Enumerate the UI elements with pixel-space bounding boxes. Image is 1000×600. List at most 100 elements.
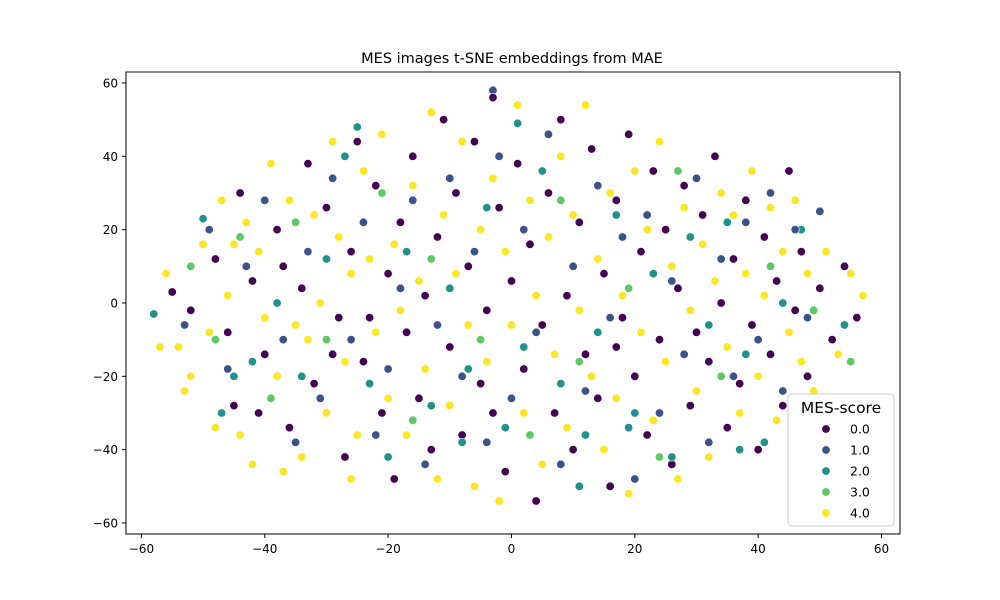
scatter-point-mes-1-23: [506, 393, 516, 403]
scatter-point-mes-1-2: [223, 364, 233, 374]
scatter-point-mes-4-58: [568, 210, 578, 220]
legend-marker-1: [821, 445, 831, 455]
scatter-point-mes-1-25: [531, 327, 541, 337]
scatter-point-mes-1-31: [605, 313, 615, 323]
scatter-point-mes-0-41: [513, 159, 523, 169]
scatter-point-mes-0-90: [827, 335, 837, 345]
scatter-point-mes-1-24: [519, 225, 529, 235]
scatter-point-mes-4-39: [451, 269, 461, 279]
scatter-point-mes-4-35: [426, 107, 436, 117]
scatter-point-mes-0-54: [593, 393, 603, 403]
scatter-point-mes-4-76: [679, 203, 689, 213]
scatter-point-mes-1-35: [654, 408, 664, 418]
scatter-point-mes-0-58: [617, 313, 627, 323]
scatter-point-mes-1-4: [260, 195, 270, 205]
scatter-point-mes-1-46: [790, 225, 800, 235]
scatter-point-mes-0-60: [630, 371, 640, 381]
scatter-point-mes-4-92: [778, 247, 788, 257]
scatter-point-mes-1-1: [204, 225, 214, 235]
scatter-point-mes-4-68: [630, 166, 640, 176]
scatter-point-mes-0-92: [852, 313, 862, 323]
scatter-point-mes-2-18: [556, 379, 566, 389]
scatter-point-mes-2-3: [247, 357, 257, 367]
scatter-point-mes-4-69: [636, 327, 646, 337]
scatter-point-mes-0-64: [654, 335, 664, 345]
scatter-point-mes-0-12: [321, 203, 331, 213]
x-tick-label-4: 20: [627, 542, 642, 556]
scatter-point-mes-1-47: [802, 313, 812, 323]
y-tick-label-4: 20: [103, 223, 118, 237]
scatter-point-mes-0-7: [272, 225, 282, 235]
scatter-point-mes-4-12: [272, 371, 282, 381]
scatter-point-mes-4-24: [358, 166, 368, 176]
legend-entries: 0.0 1.0 2.0 3.0 4.0: [821, 422, 870, 521]
scatter-point-mes-4-36: [432, 474, 442, 484]
scatter-point-mes-0-15: [346, 247, 356, 257]
scatter-point-mes-3-10: [673, 166, 683, 176]
scatter-point-mes-4-9: [254, 247, 264, 257]
scatter-point-mes-0-99: [611, 342, 621, 352]
scatter-point-mes-1-14: [395, 283, 405, 293]
legend-marker-0: [821, 424, 831, 434]
scatter-point-mes-1-19: [457, 371, 467, 381]
scatter-point-mes-0-16: [352, 137, 362, 147]
scatter-point-mes-2-20: [593, 327, 603, 337]
scatter-point-mes-2-30: [778, 298, 788, 308]
scatter-point-mes-4-3: [198, 239, 208, 249]
scatter-point-mes-4-104: [210, 423, 220, 433]
scatter-point-mes-0-8: [284, 423, 294, 433]
y-tick-label-2: −20: [93, 370, 118, 384]
scatter-point-mes-4-63: [599, 445, 609, 455]
scatter-point-mes-4-105: [229, 239, 239, 249]
scatter-point-mes-3-13: [809, 305, 819, 315]
scatter-point-mes-2-37: [229, 371, 239, 381]
y-axis: −60 −40 −20 0 20 40 60: [93, 77, 126, 531]
scatter-point-mes-4-10: [260, 313, 270, 323]
legend-box: [787, 393, 895, 527]
scatter-point-mes-1-33: [630, 474, 640, 484]
scatter-point-mes-0-74: [716, 298, 726, 308]
scatter-point-mes-3-6: [476, 335, 486, 345]
scatter-point-mes-2-36: [735, 445, 745, 455]
scatter-point-mes-1-11: [358, 217, 368, 227]
scatter-point-mes-4-73: [661, 357, 671, 367]
scatter-point-mes-4-106: [247, 459, 257, 469]
scatter-point-mes-2-38: [580, 430, 590, 440]
scatter-point-mes-3-18: [654, 452, 664, 462]
scatter-point-mes-0-48: [556, 115, 566, 125]
scatter-point-mes-0-36: [482, 305, 492, 315]
scatter-point-mes-1-17: [432, 320, 442, 330]
scatter-point-mes-1-10: [346, 335, 356, 345]
scatter-point-mes-1-27: [556, 459, 566, 469]
scatter-point-mes-1-5: [278, 335, 288, 345]
scatter-point-mes-4-21: [340, 357, 350, 367]
scatter-point-mes-2-19: [574, 481, 584, 491]
scatter-point-mes-0-37: [488, 93, 498, 103]
scatter-point-mes-4-42: [469, 481, 479, 491]
scatter-point-mes-0-11: [309, 379, 319, 389]
scatter-point-mes-0-75: [722, 423, 732, 433]
chart-title: MES images t-SNE embeddings from MAE: [361, 51, 663, 67]
scatter-point-mes-4-98: [821, 247, 831, 257]
scatter-point-mes-0-25: [414, 393, 424, 403]
scatter-point-mes-0-9: [297, 283, 307, 293]
scatter-point-mes-4-96: [802, 269, 812, 279]
y-tick-label-6: 60: [103, 77, 118, 91]
scatter-point-mes-0-2: [210, 254, 220, 264]
scatter-point-mes-0-4: [235, 188, 245, 198]
scatter-point-mes-0-73: [710, 151, 720, 161]
scatter-point-mes-1-43: [753, 335, 763, 345]
scatter-point-mes-0-45: [537, 320, 547, 330]
scatter-point-mes-0-91: [839, 261, 849, 271]
scatter-point-mes-4-88: [753, 371, 763, 381]
scatter-point-mes-4-67: [624, 489, 634, 499]
scatter-point-mes-0-71: [698, 210, 708, 220]
scatter-point-mes-0-88: [802, 371, 812, 381]
scatter-point-mes-3-7: [525, 430, 535, 440]
scatter-point-mes-4-48: [506, 320, 516, 330]
scatter-point-mes-1-6: [291, 437, 301, 447]
scatter-point-mes-0-19: [377, 408, 387, 418]
scatter-point-mes-2-33: [513, 118, 523, 128]
scatter-point-mes-4-101: [858, 291, 868, 301]
scatter-point-mes-2-39: [457, 437, 467, 447]
